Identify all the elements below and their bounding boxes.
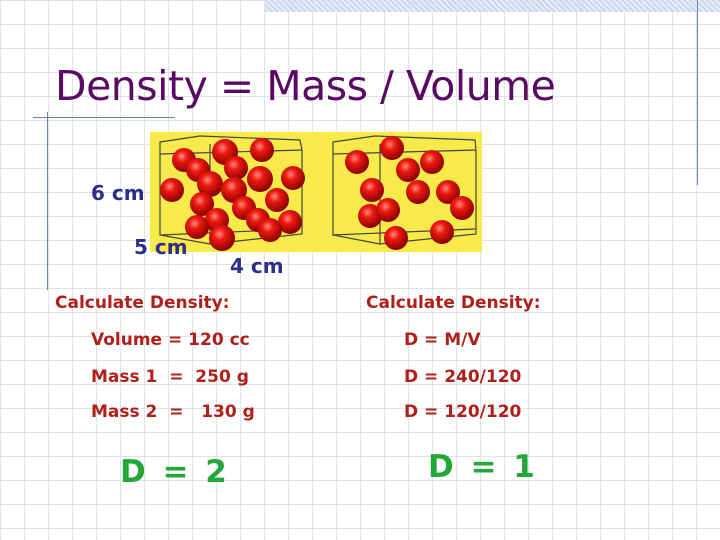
ball-icons bbox=[160, 136, 474, 251]
mass2-line: Mass 2 = 130 g bbox=[91, 402, 255, 422]
formula-line: D = M/V bbox=[404, 330, 481, 350]
decorative-line bbox=[33, 117, 175, 118]
calc-line-2: D = 120/120 bbox=[404, 402, 522, 422]
right-result: D = 1 bbox=[428, 449, 538, 485]
particle-boxes-image bbox=[150, 132, 482, 252]
height-label: 6 cm bbox=[91, 181, 145, 205]
volume-line: Volume = 120 cc bbox=[91, 330, 250, 350]
depth-label: 5 cm bbox=[134, 235, 188, 259]
slide-title: Density = Mass / Volume bbox=[55, 62, 556, 110]
decorative-line bbox=[47, 112, 48, 290]
right-heading: Calculate Density: bbox=[366, 293, 541, 313]
calc-line-1: D = 240/120 bbox=[404, 367, 522, 387]
left-result: D = 2 bbox=[120, 454, 230, 490]
decorative-banner bbox=[265, 0, 720, 12]
width-label: 4 cm bbox=[230, 254, 284, 278]
decorative-line bbox=[697, 0, 698, 185]
left-heading: Calculate Density: bbox=[55, 293, 230, 313]
mass1-line: Mass 1 = 250 g bbox=[91, 367, 249, 387]
